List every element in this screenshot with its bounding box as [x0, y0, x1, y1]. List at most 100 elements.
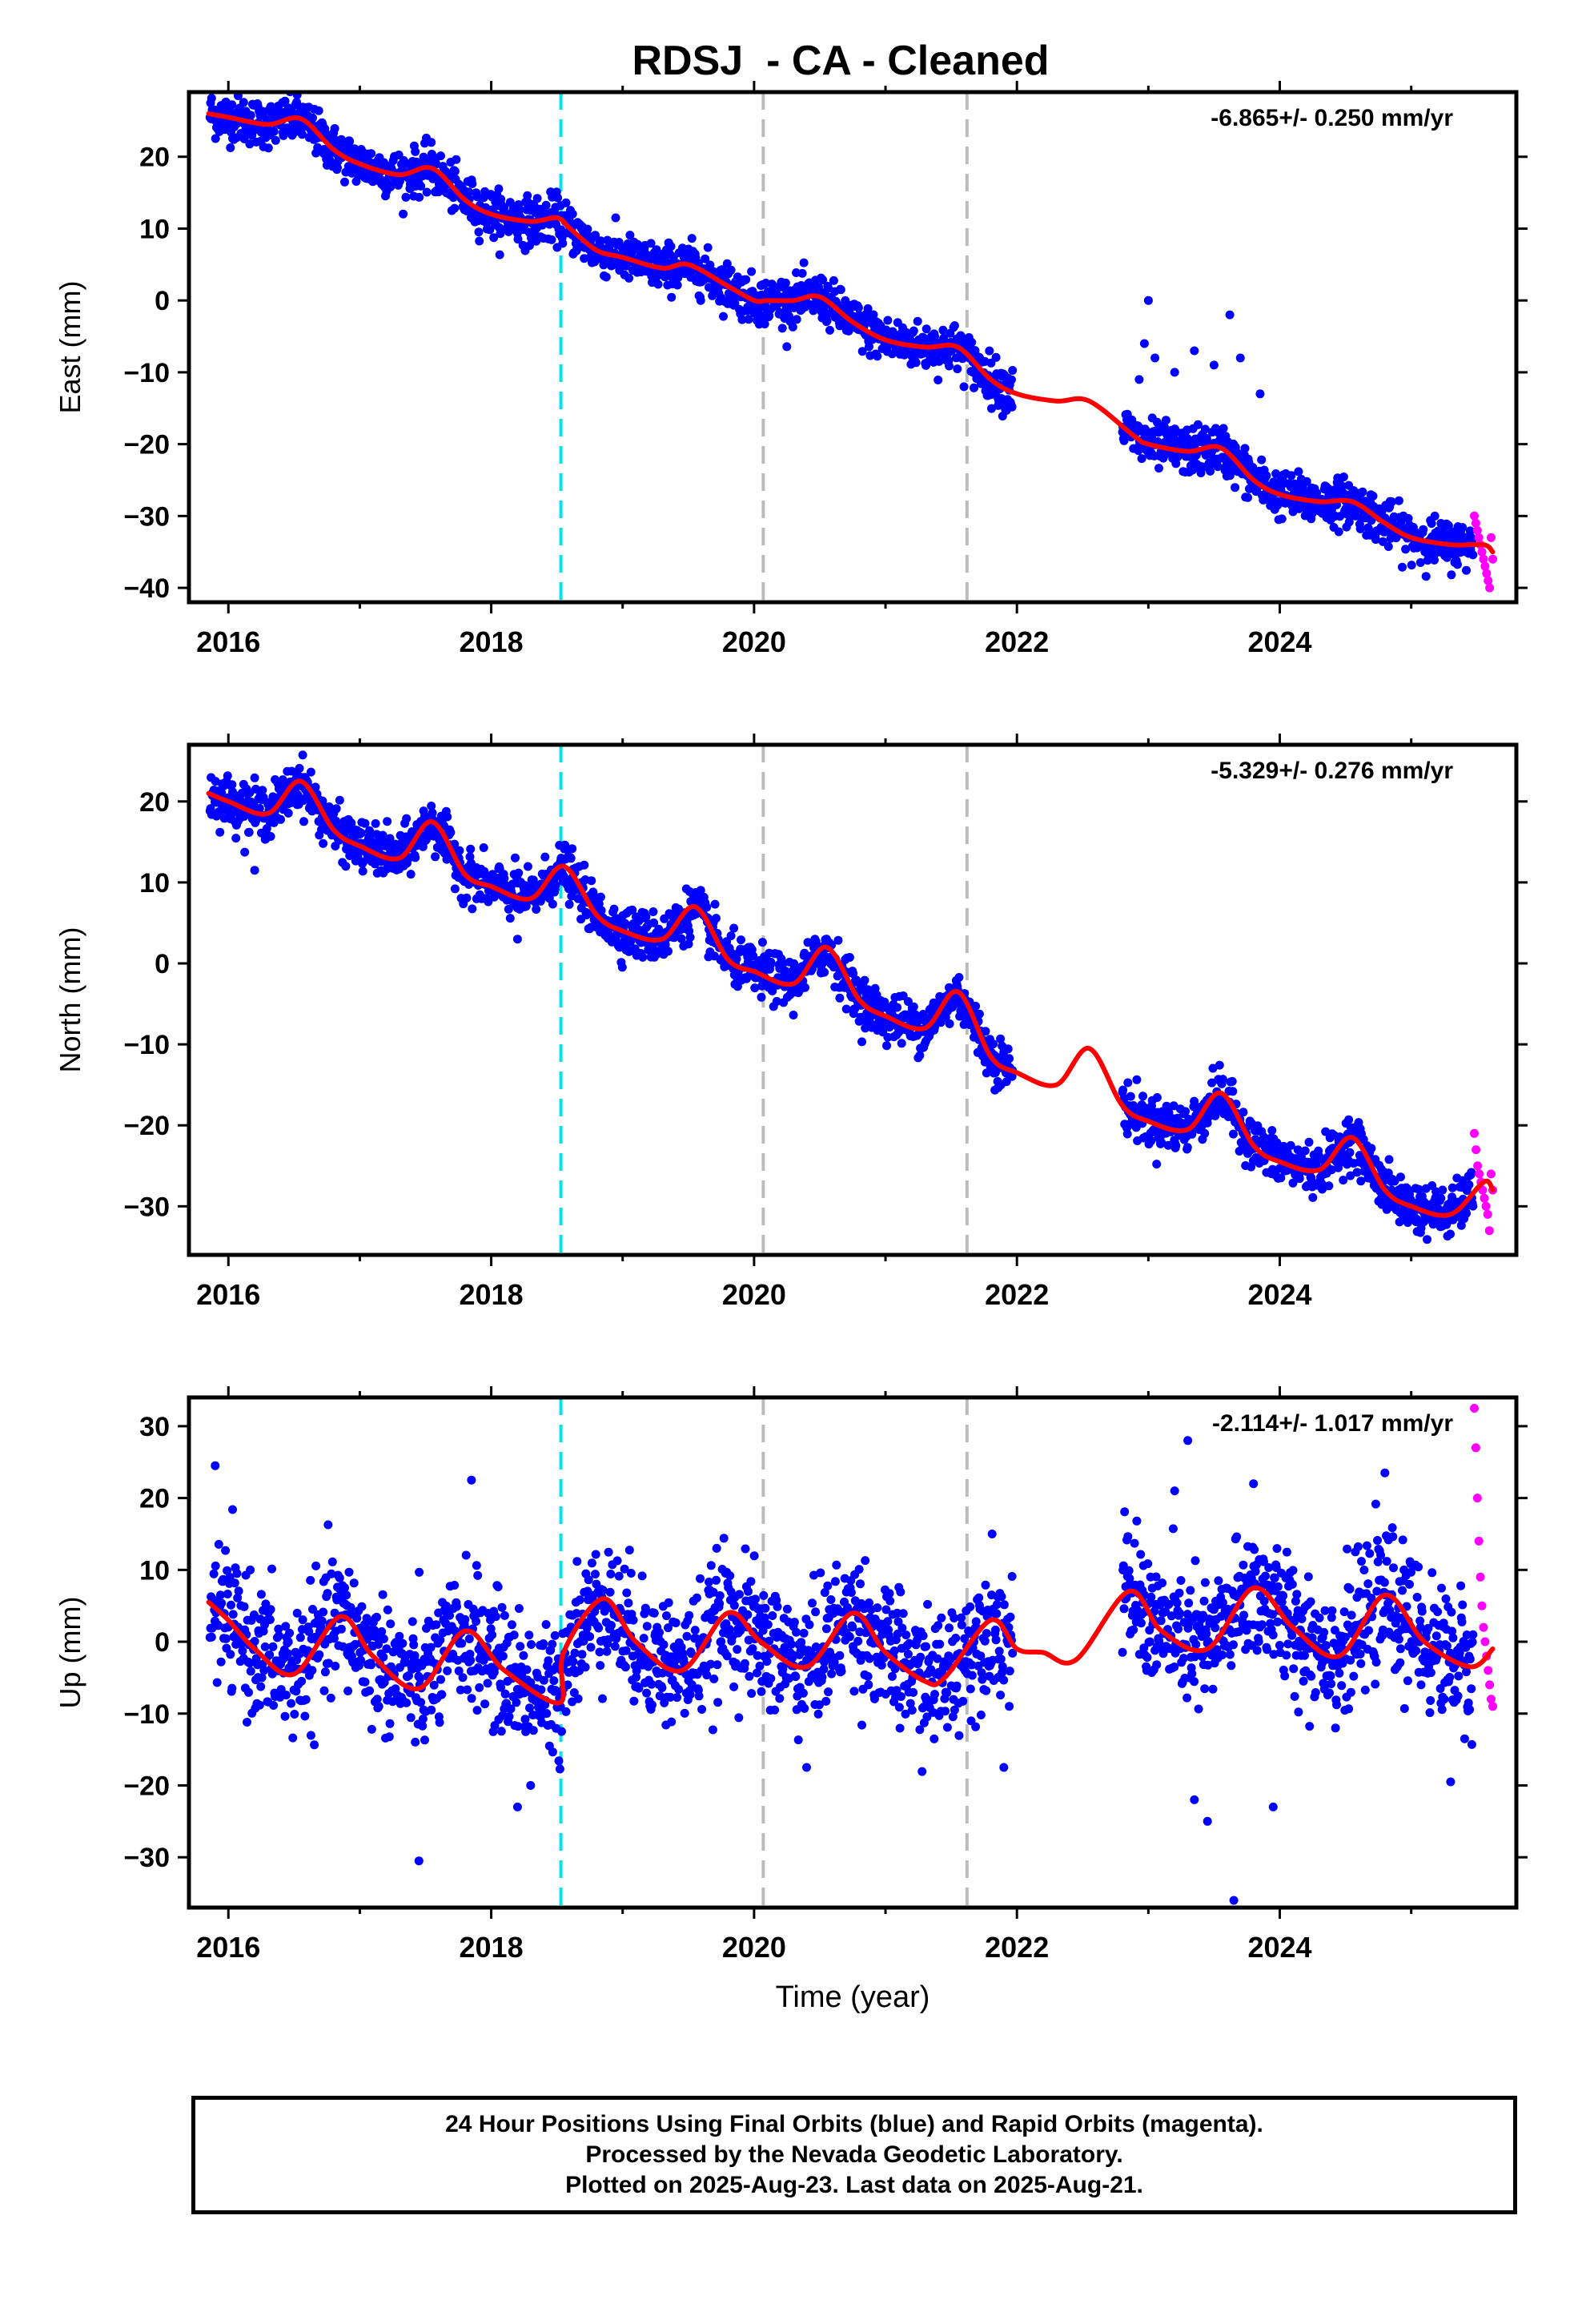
east-data-point — [314, 106, 323, 115]
up-data-point — [456, 1685, 465, 1695]
up-data-point — [418, 1715, 428, 1723]
north-data-point — [989, 1039, 998, 1049]
east-outlier-point — [1190, 346, 1199, 356]
north-data-point — [1122, 1129, 1132, 1139]
north-data-point — [835, 993, 845, 1003]
up-data-point — [504, 1711, 514, 1721]
north-data-point — [223, 771, 232, 781]
north-data-point — [1276, 1173, 1286, 1183]
east-rapid-point — [1484, 576, 1493, 585]
up-data-point — [437, 1690, 447, 1699]
north-data-point — [366, 830, 375, 839]
east-data-point — [1358, 487, 1367, 497]
up-data-point — [463, 1685, 472, 1695]
north-data-point — [1384, 1155, 1394, 1164]
north-data-point — [915, 1051, 925, 1060]
east-data-point — [1355, 524, 1365, 533]
east-data-point — [967, 338, 977, 347]
east-xtick-label: 2020 — [722, 625, 786, 658]
up-data-point — [555, 1764, 564, 1774]
north-data-point — [1182, 1143, 1192, 1152]
east-outlier-point — [1255, 389, 1265, 399]
up-data-point — [551, 1686, 560, 1695]
north-data-point — [431, 852, 440, 862]
east-data-point — [475, 236, 484, 246]
east-data-point — [653, 279, 663, 289]
up-data-point — [352, 1614, 362, 1623]
up-data-point — [221, 1546, 231, 1555]
north-ytick-label: −30 — [123, 1192, 170, 1222]
east-data-point — [207, 94, 216, 103]
east-data-point — [1006, 375, 1016, 384]
up-data-point — [519, 1651, 528, 1660]
east-data-point — [1240, 444, 1250, 453]
north-data-point — [1146, 1136, 1156, 1146]
north-data-point — [406, 870, 416, 879]
north-data-point — [702, 903, 712, 912]
north-data-point — [1157, 1138, 1166, 1148]
east-data-point — [1273, 501, 1283, 510]
north-data-point — [1118, 1085, 1128, 1095]
east-outlier-point — [1170, 368, 1179, 377]
up-data-point — [460, 1614, 470, 1624]
up-plot-area — [205, 1397, 1497, 1908]
north-data-point — [356, 828, 366, 838]
north-data-point — [420, 811, 429, 821]
east-data-point — [474, 227, 484, 237]
up-data-point — [527, 1640, 536, 1649]
north-data-point — [1367, 1144, 1376, 1153]
east-data-point — [1387, 497, 1396, 507]
east-data-point — [292, 98, 301, 107]
east-data-point — [523, 191, 532, 200]
north-data-point — [358, 866, 367, 876]
north-data-point — [903, 997, 913, 1007]
north-data-point — [428, 808, 437, 818]
up-data-point — [216, 1657, 226, 1667]
north-data-point — [1395, 1172, 1405, 1182]
up-final-points — [205, 1436, 1478, 1905]
north-data-point — [1456, 1220, 1466, 1230]
up-data-point — [408, 1617, 417, 1626]
east-data-point — [788, 322, 797, 332]
east-data-point — [422, 187, 432, 197]
east-rapid-point — [1479, 554, 1488, 564]
north-data-point — [455, 846, 464, 855]
up-data-point — [432, 1620, 441, 1630]
north-data-point — [586, 923, 596, 932]
north-ylabel: North (mm) — [54, 927, 86, 1073]
up-data-point — [267, 1564, 276, 1574]
north-data-point — [594, 899, 604, 909]
up-data-point — [557, 1727, 566, 1736]
up-data-point — [246, 1565, 255, 1574]
east-data-point — [836, 285, 845, 295]
east-xtick-label: 2018 — [460, 625, 524, 658]
east-data-point — [399, 209, 408, 219]
up-data-point — [410, 1651, 420, 1660]
up-data-point — [212, 1678, 222, 1687]
up-data-point — [525, 1703, 534, 1713]
up-data-point — [384, 1732, 394, 1742]
east-data-point — [1154, 464, 1163, 473]
north-plot-area — [205, 745, 1497, 1255]
east-data-point — [287, 107, 296, 116]
east-data-point — [633, 239, 643, 249]
east-data-point — [280, 96, 290, 106]
up-data-point — [304, 1626, 314, 1636]
east-data-point — [211, 134, 220, 143]
up-data-point — [372, 1695, 382, 1704]
north-data-point — [251, 784, 260, 794]
east-data-point — [909, 326, 918, 336]
north-data-point — [402, 814, 412, 823]
east-data-point — [333, 163, 342, 173]
east-ytick-label: 20 — [139, 143, 170, 173]
east-data-point — [883, 316, 893, 325]
north-data-point — [1190, 1096, 1199, 1106]
up-data-point — [319, 1607, 328, 1617]
north-data-point — [341, 862, 351, 871]
north-data-point — [276, 814, 285, 824]
east-data-point — [553, 193, 563, 203]
east-data-point — [921, 324, 931, 334]
north-data-point — [1286, 1140, 1295, 1150]
east-data-point — [450, 203, 460, 213]
